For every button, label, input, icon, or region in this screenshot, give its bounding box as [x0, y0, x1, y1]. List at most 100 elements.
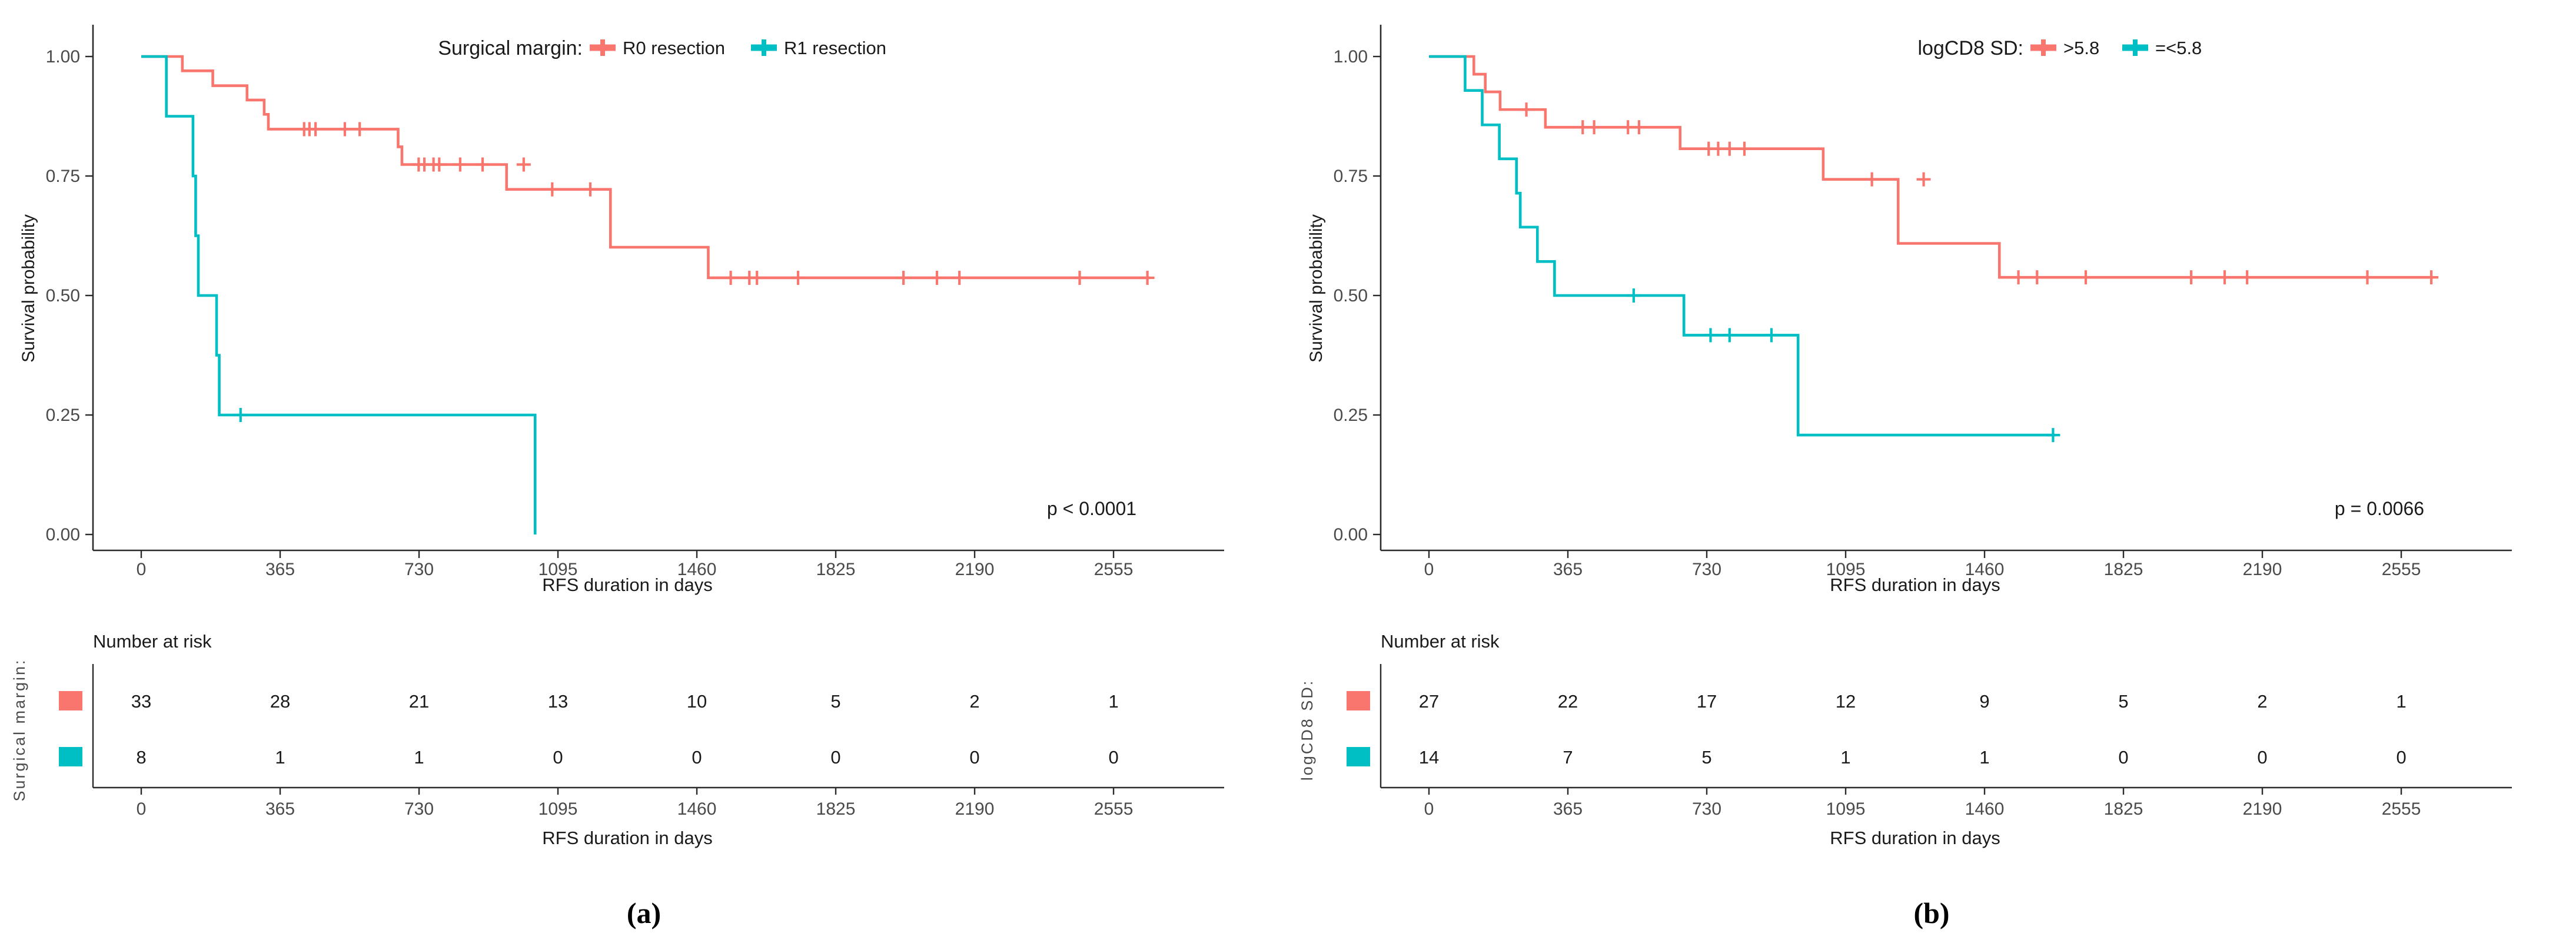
risk-table-header: Number at risk	[1381, 631, 1500, 652]
risk-count: 7	[1563, 747, 1573, 768]
risk-table-header: Number at risk	[93, 631, 212, 652]
risk-count: 5	[1701, 747, 1711, 768]
risk-x-tick-label: 1825	[816, 799, 856, 819]
risk-count: 27	[1419, 691, 1439, 712]
risk-x-tick-label: 2555	[1094, 799, 1134, 819]
risk-count: 1	[1108, 691, 1118, 712]
y-axis-title: Survival probability	[19, 214, 38, 363]
risk-x-tick-label: 1095	[539, 799, 578, 819]
risk-count: 5	[830, 691, 840, 712]
risk-table-group-label: Surgical margin:	[11, 658, 28, 801]
risk-count: 0	[1108, 747, 1118, 768]
risk-count: 5	[2118, 691, 2128, 712]
legend-title: logCD8 SD:	[1917, 37, 2023, 59]
chart-layer: 1.000.750.500.250.0000365365730730109510…	[1334, 25, 2512, 819]
risk-x-tick-label: 365	[1553, 799, 1583, 819]
risk-count: 1	[275, 747, 285, 768]
x-tick-label: 0	[1424, 560, 1434, 579]
p-value-label: p < 0.0001	[1047, 498, 1136, 519]
y-tick-label: 0.50	[46, 286, 80, 306]
risk-x-tick-label: 0	[1424, 799, 1434, 819]
p-value-label: p = 0.0066	[2335, 498, 2424, 519]
risk-table-group-label: logCD8 SD:	[1298, 679, 1316, 781]
x-tick-label: 2555	[1094, 560, 1134, 579]
risk-count: 33	[131, 691, 151, 712]
risk-x-axis-title: RFS duration in days	[1830, 828, 2000, 848]
legend-item-label-r1: R1 resection	[784, 38, 886, 58]
risk-count: 28	[270, 691, 290, 712]
risk-count: 17	[1697, 691, 1717, 712]
x-tick-label: 2190	[955, 560, 995, 579]
risk-x-tick-label: 1460	[1965, 799, 2005, 819]
legend-item-label-low: =<5.8	[2155, 38, 2202, 58]
y-tick-label: 0.00	[46, 525, 80, 544]
risk-x-tick-label: 730	[404, 799, 434, 819]
legend-title: Surgical margin:	[438, 37, 583, 59]
y-tick-label: 1.00	[46, 47, 80, 67]
risk-x-tick-label: 1460	[677, 799, 717, 819]
survival-curve-1	[1429, 55, 2055, 437]
y-tick-label: 0.75	[1334, 167, 1368, 186]
risk-x-axis-title: RFS duration in days	[542, 828, 712, 848]
risk-count: 13	[548, 691, 568, 712]
x-axis-title: RFS duration in days	[1830, 575, 2000, 595]
risk-row-color-chip	[59, 747, 82, 766]
y-axis-title: Survival probability	[1307, 214, 1326, 363]
km-panel-b: Survival probability logCD8 SD: >5.8 =<5…	[1288, 0, 2576, 943]
chart-layer: 1.000.750.500.250.0000365365730730109510…	[46, 25, 1224, 819]
km-panel-a: Survival probability Surgical margin: R0…	[11, 25, 1224, 929]
risk-count: 0	[2118, 747, 2128, 768]
risk-x-tick-label: 1095	[1826, 799, 1866, 819]
risk-count: 1	[1979, 747, 1989, 768]
risk-count: 0	[553, 747, 563, 768]
risk-count: 21	[409, 691, 429, 712]
risk-row-color-chip	[59, 691, 82, 710]
survival-curve-0	[141, 55, 1150, 280]
y-tick-label: 0.00	[1334, 525, 1368, 544]
risk-count: 10	[687, 691, 707, 712]
risk-count: 0	[2396, 747, 2406, 768]
risk-count: 2	[969, 691, 979, 712]
legend-item-label-high: >5.8	[2063, 38, 2099, 58]
risk-count: 0	[830, 747, 840, 768]
x-tick-label: 1825	[2104, 560, 2143, 579]
x-tick-label: 1460	[677, 560, 717, 579]
x-tick-label: 2190	[2243, 560, 2282, 579]
x-tick-label: 365	[1553, 560, 1583, 579]
y-tick-label: 0.75	[46, 167, 80, 186]
risk-count: 14	[1419, 747, 1439, 768]
risk-count: 22	[1558, 691, 1578, 712]
x-tick-label: 1095	[539, 560, 578, 579]
risk-x-tick-label: 1825	[2104, 799, 2143, 819]
km-plot-a: Survival probability Surgical margin: R0…	[11, 25, 1224, 929]
risk-count: 0	[2257, 747, 2267, 768]
risk-count: 2	[2257, 691, 2267, 712]
risk-count: 1	[2396, 691, 2406, 712]
x-tick-label: 2555	[2382, 560, 2421, 579]
risk-count: 0	[692, 747, 702, 768]
risk-x-tick-label: 365	[265, 799, 295, 819]
y-tick-label: 0.25	[1334, 406, 1368, 425]
risk-x-tick-label: 2190	[955, 799, 995, 819]
risk-row-color-chip	[1347, 691, 1370, 710]
x-tick-label: 1460	[1965, 560, 2005, 579]
x-tick-label: 365	[265, 560, 295, 579]
x-axis-title: RFS duration in days	[542, 575, 712, 595]
y-tick-label: 1.00	[1334, 47, 1368, 67]
panel-caption: (a)	[627, 896, 661, 929]
risk-count: 12	[1836, 691, 1856, 712]
x-tick-label: 730	[404, 560, 434, 579]
risk-x-tick-label: 2555	[2382, 799, 2421, 819]
panel-caption: (b)	[1913, 896, 1949, 929]
x-tick-label: 1825	[816, 560, 856, 579]
risk-count: 1	[414, 747, 424, 768]
survival-curve-0	[1429, 55, 2434, 279]
x-tick-label: 1095	[1826, 560, 1866, 579]
risk-count: 0	[969, 747, 979, 768]
x-tick-label: 730	[1692, 560, 1721, 579]
risk-count: 9	[1979, 691, 1989, 712]
legend-item-label-r0: R0 resection	[623, 38, 725, 58]
risk-count: 1	[1840, 747, 1850, 768]
km-plot-b: Survival probability logCD8 SD: >5.8 =<5…	[1298, 25, 2512, 929]
risk-x-tick-label: 0	[137, 799, 147, 819]
